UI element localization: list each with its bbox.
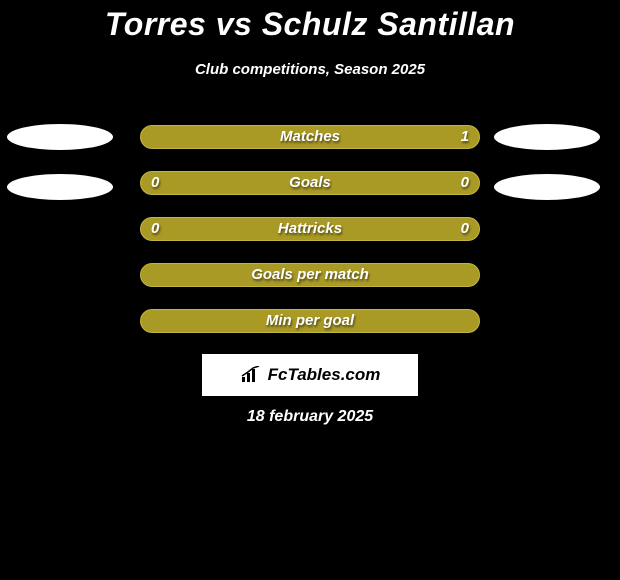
stat-pill-goals-per-match: Goals per match — [140, 263, 480, 287]
stat-row: Goals per match — [0, 262, 620, 288]
fctables-logo: FcTables.com — [202, 354, 418, 396]
player-right-ellipse — [494, 124, 600, 150]
stat-label: Min per goal — [141, 310, 479, 334]
stat-right-value: 1 — [461, 126, 469, 150]
page-title: Torres vs Schulz Santillan — [0, 0, 620, 43]
stat-row: 0 Hattricks 0 — [0, 216, 620, 242]
stat-right-value: 0 — [461, 172, 469, 196]
stat-pill-hattricks: 0 Hattricks 0 — [140, 217, 480, 241]
stat-right-value: 0 — [461, 218, 469, 242]
stat-row: Min per goal — [0, 308, 620, 334]
stat-rows: Matches 1 0 Goals 0 0 Hattricks 0 Goals … — [0, 124, 620, 354]
player-left-ellipse — [7, 124, 113, 150]
player-right-ellipse — [494, 174, 600, 200]
stat-label: Matches — [141, 126, 479, 150]
stat-pill-matches: Matches 1 — [140, 125, 480, 149]
logo-text: FcTables.com — [268, 365, 381, 385]
generated-date: 18 february 2025 — [0, 408, 620, 426]
stat-row: 0 Goals 0 — [0, 170, 620, 196]
stat-label: Goals — [141, 172, 479, 196]
stat-row: Matches 1 — [0, 124, 620, 150]
stat-label: Hattricks — [141, 218, 479, 242]
player-left-ellipse — [7, 174, 113, 200]
stat-pill-goals: 0 Goals 0 — [140, 171, 480, 195]
page-subtitle: Club competitions, Season 2025 — [0, 43, 620, 78]
stat-label: Goals per match — [141, 264, 479, 288]
bar-chart-icon — [240, 366, 262, 384]
stat-pill-min-per-goal: Min per goal — [140, 309, 480, 333]
